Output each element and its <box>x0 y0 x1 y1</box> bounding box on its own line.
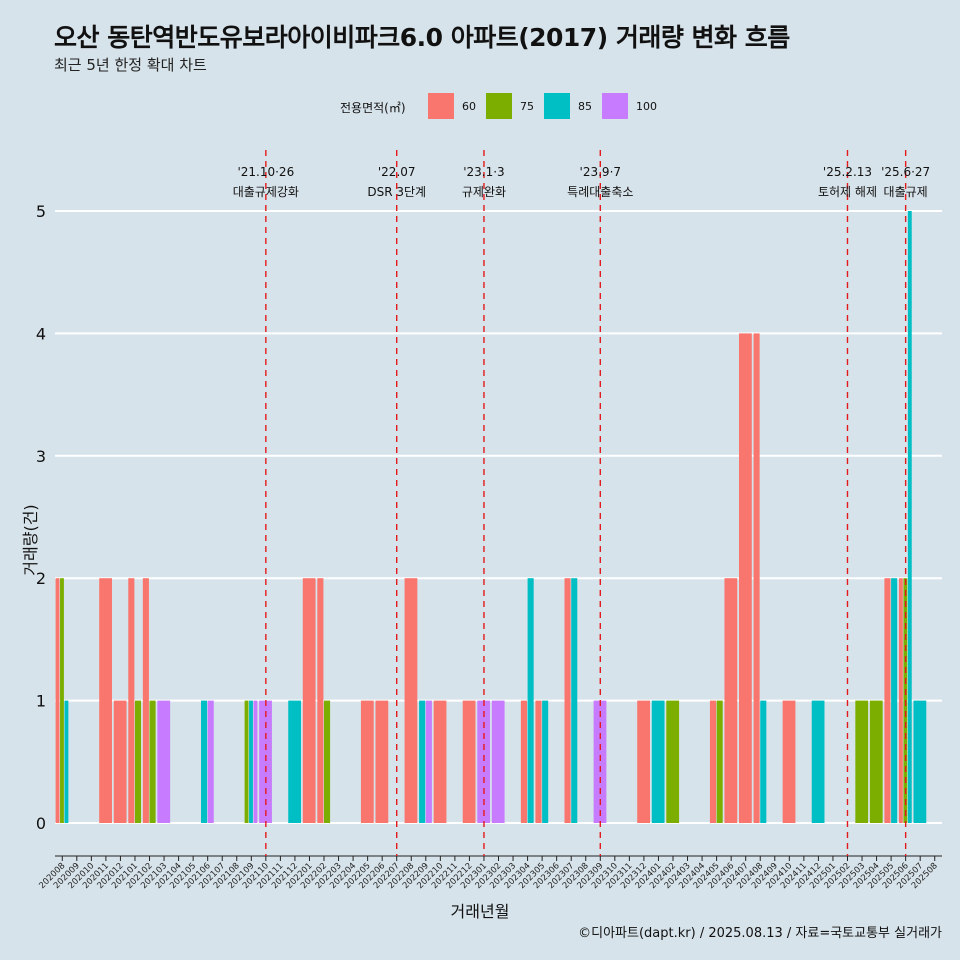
bar-85-202305 <box>542 700 549 823</box>
bar-60-202212 <box>462 700 476 823</box>
bar-60-202407 <box>739 333 752 823</box>
bar-75-202109 <box>244 700 249 823</box>
bar-100-202109 <box>253 700 258 823</box>
bar-60-202406 <box>724 578 738 823</box>
bar-100-202302 <box>491 700 505 823</box>
bar-85-202109 <box>249 700 253 823</box>
bar-60-202208 <box>404 578 418 823</box>
chart-title: 오산 동탄역반도유보라아이비파크6.0 아파트(2017) 거래량 변화 흐름 <box>54 23 790 52</box>
y-tick-label: 5 <box>36 202 46 221</box>
bar-85-202408 <box>760 700 767 823</box>
bar-75-202402 <box>666 700 680 823</box>
event-date-label: '25.2.13 <box>823 165 872 179</box>
bar-75-202503 <box>855 700 869 823</box>
y-axis-label: 거래량(건) <box>21 504 40 576</box>
bar-75-202405 <box>716 700 723 823</box>
bar-60-202205 <box>360 700 374 823</box>
bar-60-202008 <box>55 578 60 823</box>
event-label: DSR 3단계 <box>367 185 426 199</box>
legend-label-75: 75 <box>520 100 534 113</box>
bar-85-202008 <box>64 700 69 823</box>
bar-75-202202 <box>324 700 331 823</box>
y-axis-label-wrap: 거래량(건) <box>14 445 44 645</box>
event-label: 규제완화 <box>462 185 506 199</box>
bar-85-202112 <box>288 700 302 823</box>
legend-label-60: 60 <box>462 100 476 113</box>
event-date-label: '22.07 <box>378 165 416 179</box>
source-caption: ©디아파트(dapt.kr) / 2025.08.13 / 자료=국토교통부 실… <box>578 926 942 941</box>
x-axis-label: 거래년월 <box>450 902 510 921</box>
bar-60-202505 <box>884 578 891 823</box>
bar-60-202305 <box>535 700 542 823</box>
event-label: 특례대출축소 <box>567 185 633 199</box>
bar-85-202106 <box>200 700 208 823</box>
bar-75-202101 <box>134 700 142 823</box>
chart-subtitle: 최근 5년 한정 확대 차트 <box>54 56 207 74</box>
bar-60-202410 <box>782 700 796 823</box>
bar-85-202412 <box>811 700 825 823</box>
event-label: 토허제 해제 <box>818 185 877 199</box>
legend-swatch-85 <box>544 93 570 119</box>
legend-swatch-60 <box>428 93 454 119</box>
bar-60-202304 <box>520 700 527 823</box>
bar-100-202110 <box>259 700 272 823</box>
bar-85-202507 <box>913 700 927 823</box>
bar-60-202405 <box>709 700 717 823</box>
legend-title: 전용면적(㎡) <box>340 101 406 115</box>
legend-label-85: 85 <box>578 100 592 113</box>
bar-75-202008 <box>60 578 64 823</box>
legend-label-100: 100 <box>636 100 657 113</box>
bar-85-202307 <box>571 578 578 823</box>
event-date-label: '21.10·26 <box>237 165 294 179</box>
bar-100-202309 <box>593 700 607 823</box>
event-date-label: '23.9·7 <box>580 165 621 179</box>
bar-100-202301 <box>477 700 491 823</box>
bar-85-202304 <box>527 578 534 823</box>
y-tick-label: 2 <box>36 569 46 588</box>
bar-60-202210 <box>433 700 447 823</box>
bar-85-202506 <box>907 211 912 823</box>
bar-60-202202 <box>317 578 324 823</box>
bar-85-202505 <box>891 578 898 823</box>
y-tick-label: 3 <box>36 447 46 466</box>
bar-60-202012 <box>113 700 127 823</box>
bar-60-202201 <box>302 578 316 823</box>
bar-60-202102 <box>142 578 149 823</box>
bar-60-202307 <box>564 578 571 823</box>
bar-60-202408 <box>753 333 760 823</box>
bar-60-202101 <box>128 578 135 823</box>
bar-75-202102 <box>149 700 156 823</box>
y-tick-label: 4 <box>36 324 46 343</box>
legend-swatch-100 <box>602 93 628 119</box>
legend: 전용면적(㎡) 60 75 85 100 <box>0 93 960 121</box>
bar-60-202206 <box>375 700 389 823</box>
y-tick-label: 1 <box>36 692 46 711</box>
bar-60-202011 <box>99 578 112 823</box>
y-tick-label: 0 <box>36 814 46 833</box>
bar-100-202106 <box>207 700 214 823</box>
bar-60-202506 <box>898 578 903 823</box>
bar-75-202504 <box>869 700 883 823</box>
event-label: 대출규제 <box>884 185 928 199</box>
bar-60-202312 <box>637 700 650 823</box>
bar-100-202103 <box>157 700 171 823</box>
legend-swatch-75 <box>486 93 512 119</box>
bar-100-202209 <box>425 700 432 823</box>
event-label: 대출규제강화 <box>233 185 299 199</box>
event-date-label: '23.1·3 <box>463 165 504 179</box>
event-date-label: '25.6·27 <box>881 165 930 179</box>
bar-85-202209 <box>419 700 426 823</box>
bar-85-202401 <box>651 700 665 823</box>
